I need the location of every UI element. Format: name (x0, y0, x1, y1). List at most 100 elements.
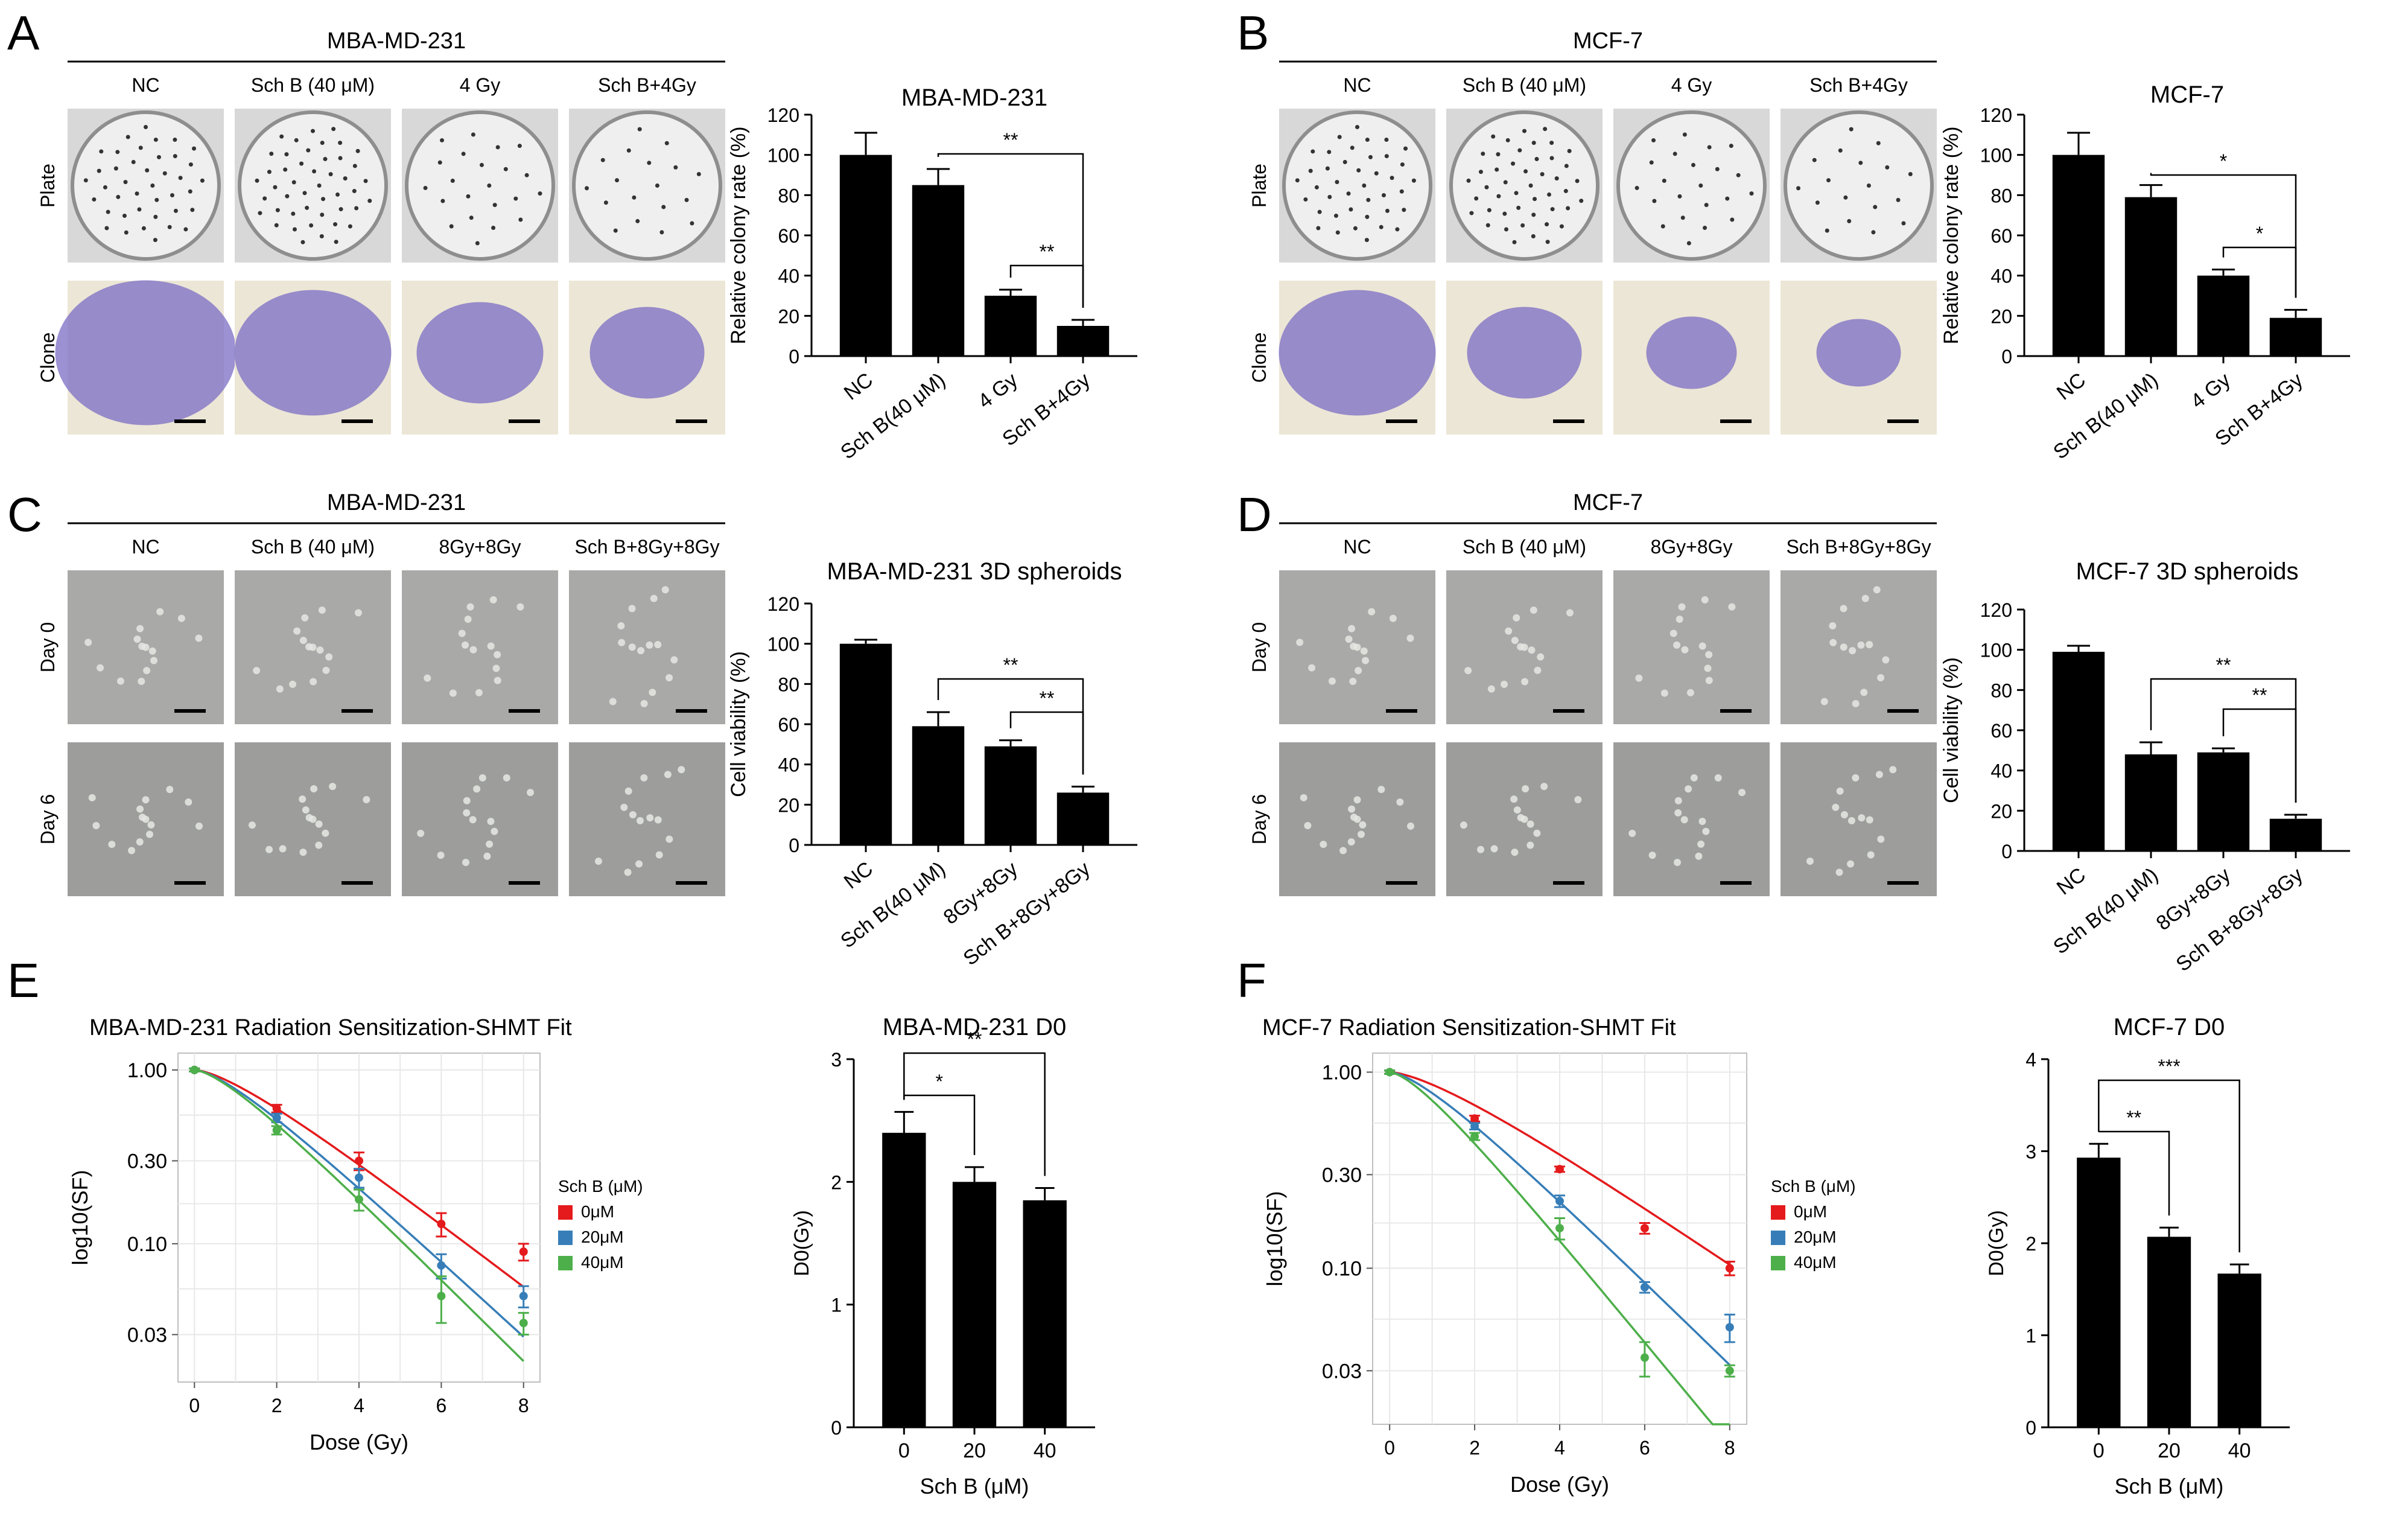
micrograph (1613, 742, 1770, 896)
plate-well (572, 110, 722, 261)
cell-spot (1714, 774, 1722, 782)
cell-spot (469, 646, 477, 654)
colony-dot (1353, 226, 1358, 231)
colony-dot (348, 224, 352, 229)
cell-spot (629, 811, 637, 819)
x-tick-label: 2 (272, 1395, 282, 1416)
column-label: 8Gy+8Gy (1650, 536, 1732, 558)
x-tick-label: 40 (1034, 1439, 1056, 1462)
colony-dot (274, 223, 279, 228)
y-tick-label: 100 (767, 634, 799, 655)
x-tick-label: 4 Gy (2187, 368, 2235, 413)
cell-spot (624, 787, 632, 795)
cell-spot (487, 642, 495, 650)
colony-dot (449, 224, 454, 229)
colony-dot (1402, 208, 1406, 212)
cell-spot (1526, 820, 1534, 828)
row-label: Clone (37, 333, 59, 383)
cell-spot (166, 786, 174, 794)
colony-dot (1575, 179, 1580, 183)
y-tick-label: 4 (2025, 1049, 2036, 1071)
colony-dot (183, 227, 188, 232)
cell-spot (1686, 689, 1694, 696)
data-point (519, 1292, 528, 1301)
cell-spot (97, 664, 104, 672)
cell-spot (310, 678, 317, 686)
colony-dot (255, 178, 259, 183)
y-tick-label: 60 (778, 225, 799, 247)
cell-spot (666, 674, 673, 682)
colony-dot (338, 156, 343, 161)
significance-label: ** (2126, 1107, 2141, 1129)
significance-label: ** (2252, 684, 2267, 706)
colony-dot (1314, 185, 1319, 190)
y-tick-label: 0 (2001, 346, 2012, 368)
cell-spot (670, 656, 678, 664)
cell-spot (617, 622, 625, 629)
cell-spot (1889, 766, 1897, 774)
colony-dot (1749, 191, 1754, 196)
image-grid-B: B MCF-7 NC Sch B (40 μM) 4 Gy Sch B+4Gy Plate C… (1237, 6, 1937, 435)
colony-dot (1366, 197, 1371, 202)
stained-clone (1816, 319, 1901, 387)
cell-spot (654, 641, 662, 649)
y-axis-label: Cell viability (%) (727, 651, 750, 797)
legend-swatch (1771, 1205, 1785, 1220)
stained-clone (1467, 307, 1582, 399)
x-tick-label: NC (840, 857, 877, 893)
colony-dot (262, 196, 267, 201)
y-tick-label: 40 (1990, 760, 2012, 782)
colony-dot (1531, 141, 1536, 145)
bar (2197, 275, 2250, 356)
colony-dot (635, 218, 640, 223)
y-tick-label: 120 (767, 593, 799, 615)
cell-spot (265, 846, 273, 853)
cell-spot (116, 677, 124, 685)
significance-bracket (937, 153, 1084, 308)
colony-dot (1385, 208, 1390, 213)
cell-spot (650, 594, 658, 602)
x-tick-label: 0 (1384, 1437, 1395, 1459)
colony-dot (1563, 189, 1568, 194)
colony-dot (1549, 141, 1554, 145)
y-tick-label: 0.30 (127, 1150, 167, 1173)
y-tick-label: 0.03 (1322, 1360, 1362, 1383)
cell-spot (322, 666, 330, 674)
cell-spot (478, 774, 486, 782)
colony-dot (1384, 154, 1389, 159)
cell-spot (424, 674, 431, 682)
colony-dot (190, 208, 195, 212)
legend-swatch (558, 1231, 573, 1245)
colony-dot (1843, 195, 1848, 200)
data-point (1555, 1197, 1564, 1206)
cell-spot (1464, 667, 1472, 675)
column-label: 4 Gy (1671, 74, 1712, 96)
bar (2217, 1273, 2261, 1427)
colony-dot (113, 166, 118, 171)
colony-dot (1885, 165, 1890, 170)
y-tick-label: 80 (1990, 185, 2012, 206)
colony-dot (333, 222, 338, 227)
colony-dot (524, 173, 529, 177)
cell-spot (1847, 817, 1855, 824)
x-tick-label: 0 (898, 1439, 910, 1462)
plate-well (238, 110, 388, 261)
cell-spot (1487, 685, 1495, 693)
row-label: Plate (37, 164, 59, 208)
significance-bracket (2098, 1079, 2240, 1253)
legend: Sch B (μM) 0μM 20μM 40μM (1771, 1177, 1856, 1272)
colony-dot (1365, 214, 1370, 219)
x-tick-label: Sch B+8Gy+8Gy (2171, 863, 2307, 976)
cell-spot (1840, 811, 1848, 819)
y-tick-label: 0 (789, 346, 799, 368)
colony-dot (1495, 167, 1499, 172)
cell-spot (1304, 822, 1312, 830)
stained-clone (1279, 290, 1436, 416)
x-tick-label: 4 (354, 1395, 364, 1416)
colony-dot (1634, 185, 1639, 190)
colony-dot (1381, 193, 1386, 198)
cell-spot (640, 699, 648, 707)
cell-spot (1350, 814, 1358, 821)
cell-spot (1353, 796, 1361, 804)
